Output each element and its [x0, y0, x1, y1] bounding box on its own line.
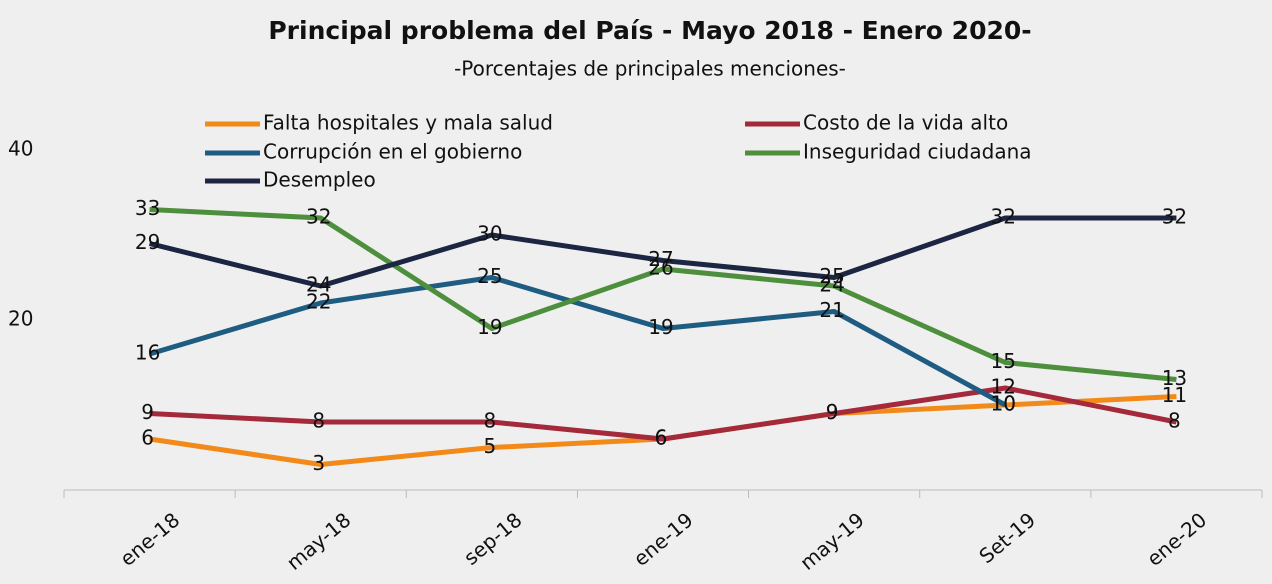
data-label: 32 — [1162, 205, 1187, 229]
x-tick-label: sep-18 — [459, 508, 527, 570]
data-label: 10 — [991, 392, 1016, 416]
data-label: 15 — [991, 349, 1016, 373]
data-label: 33 — [135, 196, 160, 220]
data-label: 21 — [819, 298, 844, 322]
data-label: 8 — [312, 409, 325, 433]
data-label: 6 — [655, 426, 668, 450]
x-tick-label: ene-20 — [1142, 508, 1211, 571]
data-label: 29 — [135, 230, 160, 254]
chart-title: Principal problema del País - Mayo 2018 … — [268, 16, 1031, 45]
data-label: 9 — [141, 400, 154, 424]
data-label: 13 — [1162, 366, 1187, 390]
data-label: 30 — [477, 222, 502, 246]
data-label: 6 — [655, 426, 668, 450]
data-label: 8 — [483, 409, 496, 433]
data-label: 9 — [826, 400, 839, 424]
data-label: 19 — [477, 315, 502, 339]
x-tick-label: Set-19 — [974, 508, 1040, 568]
x-tick-label: ene-18 — [115, 508, 184, 571]
chart-subtitle: -Porcentajes de principales menciones- — [454, 57, 846, 81]
series-line — [148, 215, 1177, 289]
x-tick-label: ene-19 — [629, 508, 698, 571]
data-label: 9 — [826, 400, 839, 424]
data-label: 32 — [306, 205, 331, 229]
legend-label: Desempleo — [263, 168, 376, 192]
data-label: 11 — [1162, 383, 1187, 407]
series-line — [148, 275, 1007, 408]
data-label: 10 — [991, 392, 1016, 416]
legend-label: Falta hospitales y mala salud — [263, 111, 553, 135]
legend-label: Costo de la vida alto — [803, 111, 1008, 135]
legend-label: Corrupción en el gobierno — [263, 140, 522, 164]
series-line — [149, 385, 1177, 442]
x-tick-label: may-19 — [795, 508, 869, 575]
x-tick-label: may-18 — [282, 508, 356, 575]
data-label: 25 — [819, 264, 844, 288]
series-line — [149, 207, 1177, 382]
y-tick-label: 20 — [8, 307, 33, 331]
data-label: 24 — [819, 273, 844, 297]
data-label: 32 — [991, 205, 1016, 229]
legend-label: Inseguridad ciudadana — [803, 140, 1032, 164]
data-label: 16 — [135, 341, 160, 365]
data-label: 6 — [141, 426, 154, 450]
data-label: 3 — [312, 451, 325, 475]
data-label: 22 — [306, 290, 331, 314]
data-label: 12 — [991, 375, 1016, 399]
data-label: 25 — [477, 264, 502, 288]
data-label: 24 — [306, 273, 331, 297]
data-label: 5 — [483, 434, 496, 458]
data-label: 26 — [648, 256, 673, 280]
data-label: 19 — [648, 315, 673, 339]
data-label: 8 — [1168, 409, 1181, 433]
y-tick-label: 40 — [8, 137, 33, 161]
data-label: 27 — [648, 247, 673, 271]
